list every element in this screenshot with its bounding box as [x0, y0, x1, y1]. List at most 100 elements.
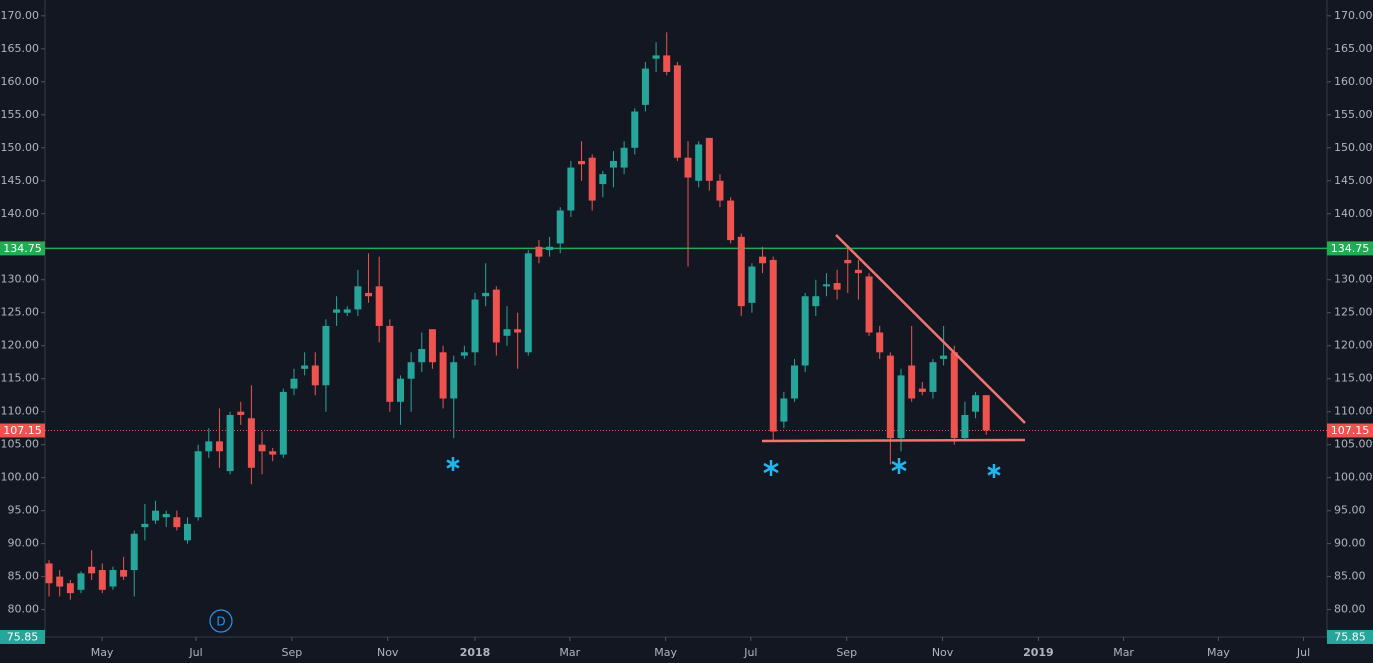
candle-body [109, 570, 117, 587]
price-label: 75.85 [7, 631, 39, 644]
asterisks [446, 457, 1001, 478]
candle-body [854, 269, 862, 274]
candle-body [66, 583, 74, 594]
x-tick-label: 2018 [460, 646, 491, 659]
candle-body [748, 266, 756, 303]
candle-body [173, 517, 181, 528]
candle-body [439, 352, 447, 399]
candle-body [886, 355, 894, 439]
y-tick-label: 120.00 [1334, 339, 1373, 352]
y-tick-label: 130.00 [1, 273, 40, 286]
candle-body [471, 299, 479, 353]
asterisk [987, 464, 1001, 478]
candle-body [780, 398, 788, 422]
candle-body [844, 259, 852, 264]
y-tick-label: 90.00 [8, 537, 40, 550]
candle-body [737, 236, 745, 307]
y-tick-label: 100.00 [1334, 471, 1373, 484]
candle-body [45, 563, 53, 584]
candle-body [769, 259, 777, 432]
asterisk [446, 457, 460, 471]
x-tick-label: Jul [188, 646, 202, 659]
x-tick-label: May [654, 646, 677, 659]
candle-body [801, 296, 809, 366]
y-tick-label: 165.00 [1, 42, 40, 55]
candle-body [833, 283, 841, 290]
y-tick-label: 80.00 [8, 603, 40, 616]
x-tick-label: Mar [559, 646, 580, 659]
candle-body [578, 160, 586, 165]
y-tick-label: 150.00 [1, 141, 40, 154]
asterisk [763, 460, 779, 476]
y-tick-label: 170.00 [1334, 9, 1373, 22]
candle-body [918, 388, 926, 392]
x-tick-label: Nov [932, 646, 954, 659]
y-tick-label: 160.00 [1334, 75, 1373, 88]
candle-body [418, 349, 426, 363]
candle-body [269, 451, 277, 455]
drawings [761, 234, 1026, 443]
candle-body [524, 253, 532, 353]
price-label-box [1327, 423, 1373, 438]
y-tick-label: 85.00 [1334, 570, 1366, 583]
candle-body [407, 362, 415, 379]
y-tick-label: 125.00 [1, 306, 40, 319]
candle-body [290, 378, 298, 389]
price-label-box [1327, 241, 1373, 256]
candle-body [247, 418, 255, 468]
candle-body [929, 362, 937, 392]
candle-body [492, 289, 500, 343]
candle-body [460, 352, 468, 356]
y-tick-label: 115.00 [1, 372, 40, 385]
candle-body [183, 523, 191, 541]
candle-body [56, 576, 64, 587]
candle-body [609, 160, 617, 168]
candle-body [822, 284, 830, 287]
candle-body [684, 157, 692, 178]
candle-body [450, 362, 458, 399]
y-tick-label: 120.00 [1, 339, 40, 352]
candle-body [908, 365, 916, 399]
y-tick-label: 80.00 [1334, 603, 1366, 616]
candle-body [663, 55, 671, 72]
candle-body [620, 147, 628, 168]
x-tick-label: Sep [836, 646, 857, 659]
candle-body [386, 325, 394, 402]
candle-body [503, 329, 511, 336]
y-tick-label: 95.00 [1334, 504, 1366, 517]
interval-badge[interactable]: D [216, 615, 225, 629]
candle-body [375, 286, 383, 326]
candle-body [961, 414, 969, 439]
candle-body [322, 325, 330, 386]
price-label: 107.15 [3, 424, 42, 437]
candle-body [695, 144, 703, 181]
y-tick-label: 90.00 [1334, 537, 1366, 550]
y-tick-label: 165.00 [1334, 42, 1373, 55]
y-tick-label: 145.00 [1, 174, 40, 187]
candle-body [567, 167, 575, 211]
x-tick-label: May [1207, 646, 1230, 659]
support-trendline [761, 438, 1026, 443]
candle-body [940, 355, 948, 359]
price-label-box [1327, 630, 1373, 644]
candle-body [588, 157, 596, 201]
interval-badge-circle[interactable] [209, 609, 233, 633]
candle-body [705, 137, 713, 181]
candle-body [333, 309, 341, 313]
candle-body [865, 276, 873, 333]
candle-body [514, 329, 522, 333]
y-tick-label: 140.00 [1334, 207, 1373, 220]
y-tick-label: 130.00 [1334, 273, 1373, 286]
candle-body [354, 286, 362, 310]
candle-body [237, 411, 245, 415]
y-tick-label: 145.00 [1334, 174, 1373, 187]
y-tick-label: 100.00 [1, 471, 40, 484]
asterisk [891, 458, 907, 474]
candle-body [77, 573, 85, 590]
candle-body [343, 309, 351, 313]
candle-body [652, 55, 660, 59]
resistance-trendline [835, 234, 1026, 424]
y-tick-label: 150.00 [1334, 141, 1373, 154]
